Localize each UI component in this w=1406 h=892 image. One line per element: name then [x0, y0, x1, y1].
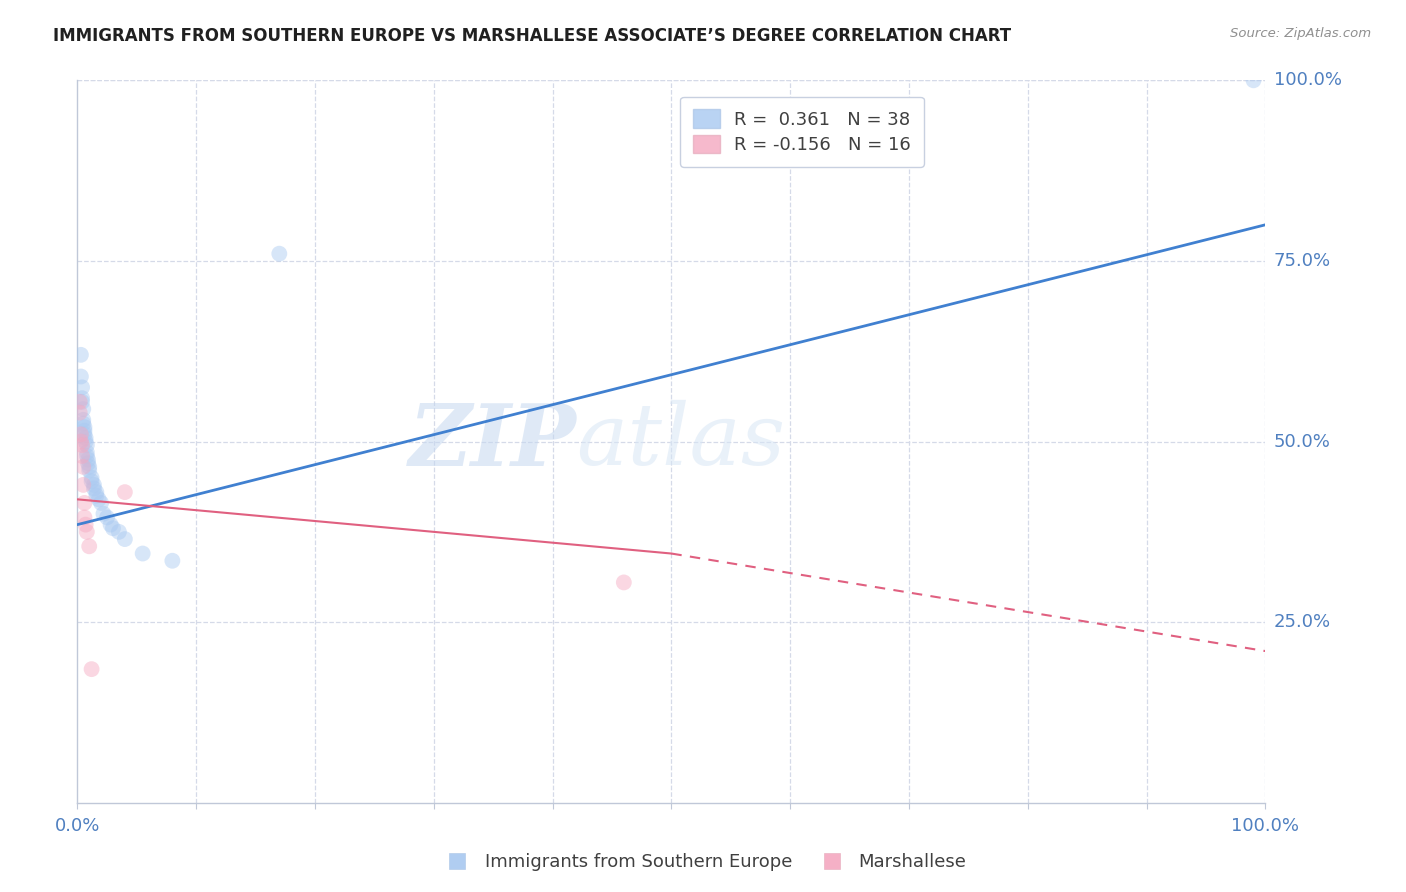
Point	[77, 452, 100, 467]
Point	[70, 380, 93, 394]
Point	[73, 496, 96, 510]
Point	[83, 478, 105, 492]
Point	[90, 496, 112, 510]
Text: atlas: atlas	[576, 401, 786, 483]
Text: ZIP: ZIP	[409, 400, 576, 483]
Point	[70, 438, 93, 452]
Point	[101, 521, 124, 535]
Point	[114, 485, 136, 500]
Point	[108, 524, 131, 539]
Point	[70, 394, 93, 409]
Point	[613, 575, 636, 590]
Legend: Immigrants from Southern Europe, Marshallese: Immigrants from Southern Europe, Marshal…	[432, 847, 974, 879]
Point	[80, 662, 103, 676]
Point	[73, 420, 96, 434]
Point	[75, 517, 97, 532]
Point	[76, 524, 98, 539]
Point	[77, 463, 100, 477]
Point	[76, 449, 98, 463]
Point	[72, 478, 94, 492]
Point	[86, 485, 108, 500]
Point	[162, 554, 184, 568]
Point	[69, 406, 91, 420]
Point	[70, 427, 93, 442]
Point	[1243, 73, 1265, 87]
Point	[70, 348, 93, 362]
Point	[72, 459, 94, 474]
Point	[87, 492, 110, 507]
Point	[269, 246, 291, 260]
Point	[70, 449, 93, 463]
Point	[77, 459, 100, 474]
Point	[72, 402, 94, 417]
Text: 25.0%: 25.0%	[1274, 613, 1331, 632]
Point	[100, 517, 122, 532]
Point	[93, 507, 115, 521]
Text: 100.0%: 100.0%	[1274, 71, 1341, 89]
Text: 75.0%: 75.0%	[1274, 252, 1331, 270]
Point	[83, 482, 105, 496]
Point	[76, 438, 98, 452]
Point	[77, 456, 100, 470]
Text: 50.0%: 50.0%	[1274, 433, 1330, 450]
Point	[80, 470, 103, 484]
Point	[70, 369, 93, 384]
Point	[70, 434, 93, 449]
Point	[73, 510, 96, 524]
Point	[69, 394, 91, 409]
Point	[72, 413, 94, 427]
Point	[75, 431, 97, 445]
Point	[96, 510, 118, 524]
Text: IMMIGRANTS FROM SOUTHERN EUROPE VS MARSHALLESE ASSOCIATE’S DEGREE CORRELATION CH: IMMIGRANTS FROM SOUTHERN EUROPE VS MARSH…	[53, 27, 1011, 45]
Point	[75, 434, 97, 449]
Point	[80, 475, 103, 489]
Point	[131, 547, 153, 561]
Point	[72, 417, 94, 431]
Point	[70, 391, 93, 405]
Point	[114, 532, 136, 546]
Point	[77, 539, 100, 553]
Point	[73, 424, 96, 438]
Legend: R =  0.361   N = 38, R = -0.156   N = 16: R = 0.361 N = 38, R = -0.156 N = 16	[681, 96, 924, 167]
Point	[76, 445, 98, 459]
Point	[73, 427, 96, 442]
Point	[86, 489, 108, 503]
Text: Source: ZipAtlas.com: Source: ZipAtlas.com	[1230, 27, 1371, 40]
